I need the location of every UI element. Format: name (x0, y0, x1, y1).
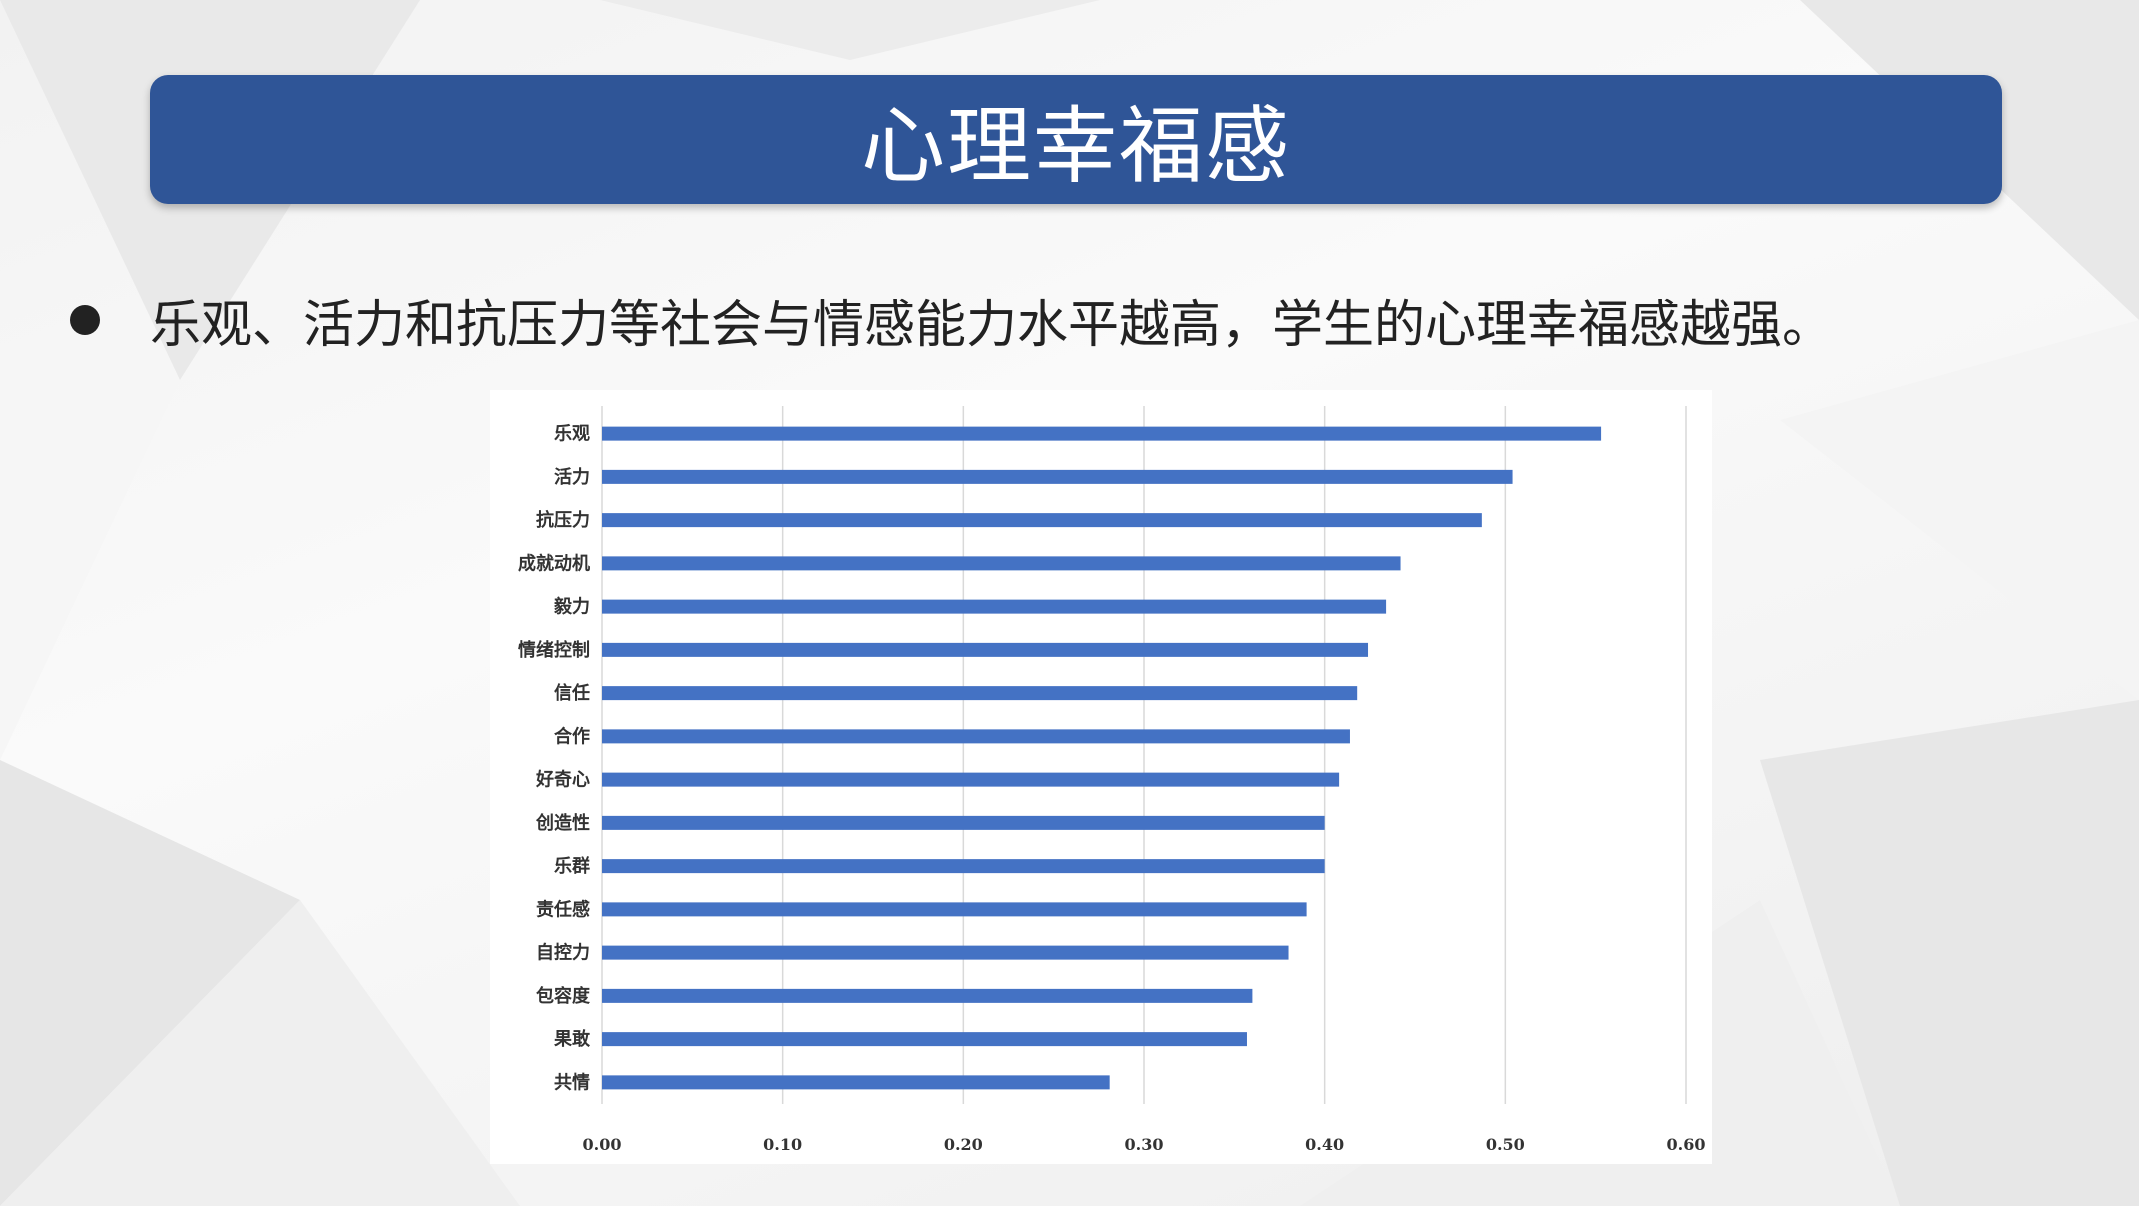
category-label: 共情 (554, 1072, 590, 1093)
slide-title: 心理幸福感 (860, 97, 1291, 195)
x-tick-label: 0.30 (1125, 1135, 1164, 1154)
category-label: 果敢 (553, 1028, 591, 1050)
category-label: 信任 (554, 682, 590, 704)
title-banner: 心理幸福感 (150, 75, 2002, 204)
bar-13 (602, 988, 1253, 1003)
bar-0 (602, 426, 1602, 441)
category-label: 情绪控制 (518, 639, 590, 661)
category-label: 好奇心 (535, 769, 590, 791)
bar-6 (602, 686, 1358, 701)
bar-14 (602, 1032, 1247, 1047)
bar-4 (602, 599, 1387, 614)
bar-8 (602, 772, 1340, 787)
bar-chart-panel: 0.00 0.10 0.20 0.30 0.40 0.50 0.60 乐观活力抗压力成就动机毅… (490, 390, 1712, 1164)
bullet-dot-icon (70, 305, 100, 335)
bar-3 (602, 556, 1401, 571)
category-label: 乐观 (554, 424, 590, 445)
category-label: 创造性 (535, 812, 590, 834)
bar-12 (602, 945, 1289, 960)
x-tick-label: 0.00 (583, 1135, 622, 1154)
bar-15 (602, 1075, 1110, 1090)
bar-chart: 0.00 0.10 0.20 0.30 0.40 0.50 0.60 乐观活力抗压力成就动机毅… (518, 406, 1706, 1154)
category-label: 自控力 (536, 942, 590, 964)
category-label: 合作 (554, 725, 590, 747)
bar-10 (602, 859, 1325, 874)
bar-9 (602, 815, 1325, 830)
category-label: 包容度 (536, 985, 591, 1007)
x-tick-label: 0.20 (944, 1135, 983, 1154)
category-label: 毅力 (553, 596, 590, 618)
x-tick-label: 0.40 (1305, 1135, 1344, 1154)
bullet-point: 乐观、活力和抗压力等社会与情感能力水平越高，学生的心理幸福感越强。 (70, 280, 1833, 360)
x-tick-label: 0.10 (763, 1135, 802, 1154)
bar-5 (602, 642, 1369, 657)
category-label: 责任感 (536, 898, 590, 920)
bar-11 (602, 902, 1307, 917)
category-label: 抗压力 (536, 509, 590, 531)
bar-7 (602, 729, 1350, 744)
category-label: 成就动机 (518, 552, 590, 574)
bar-1 (602, 469, 1513, 484)
x-tick-label: 0.60 (1667, 1135, 1706, 1154)
category-label: 乐群 (554, 855, 590, 877)
category-label: 活力 (554, 466, 590, 488)
x-tick-label: 0.50 (1486, 1135, 1525, 1154)
bullet-text: 乐观、活力和抗压力等社会与情感能力水平越高，学生的心理幸福感越强。 (150, 296, 1834, 355)
bar-2 (602, 513, 1482, 528)
